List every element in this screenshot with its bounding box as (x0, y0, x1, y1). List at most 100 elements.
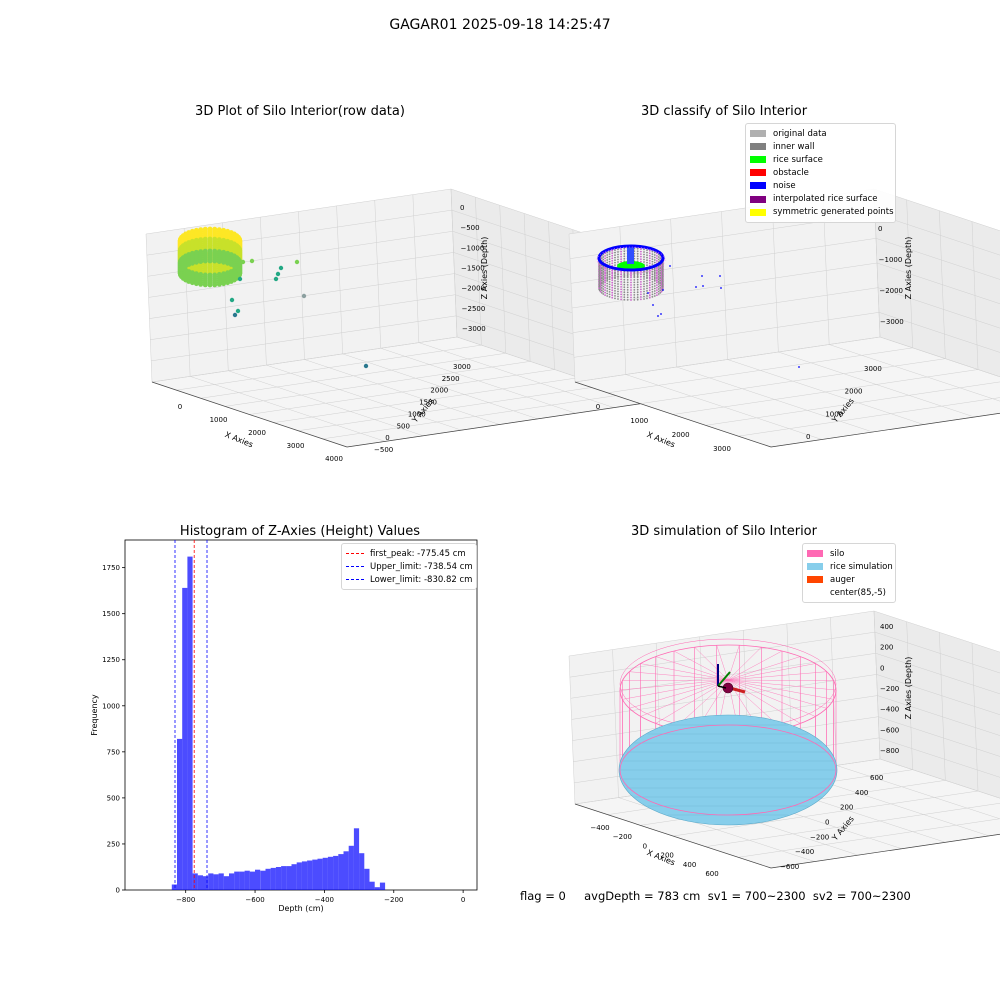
data-point (656, 294, 658, 296)
data-point (651, 250, 654, 253)
data-point (608, 260, 611, 263)
data-point (620, 278, 622, 281)
data-point (657, 271, 660, 273)
data-point (651, 283, 654, 286)
data-point (646, 261, 648, 264)
grid-line (879, 737, 1000, 778)
grid-line (548, 221, 555, 370)
silo-roof-wire (727, 671, 827, 681)
y-tick-label: −500 (374, 446, 393, 454)
data-point (608, 275, 611, 278)
noise-point (798, 366, 800, 368)
z-axis-label: Z Axies (Depth) (480, 237, 489, 300)
data-point (623, 275, 626, 278)
histogram-bar (197, 875, 203, 890)
panel-title-simulation: 3D simulation of Silo Interior (631, 524, 817, 539)
data-point (602, 285, 605, 288)
histogram-bar (244, 870, 250, 890)
grid-line (260, 217, 267, 366)
data-point (636, 247, 639, 250)
data-point (608, 281, 611, 283)
axis-arrow-y (717, 671, 731, 687)
data-point (604, 252, 606, 255)
silo-roof-wire (727, 679, 801, 724)
grid-line (877, 695, 1000, 736)
legend-item-auger: auger (807, 573, 891, 586)
histogram-bar (234, 871, 240, 890)
legend-label: inner wall (773, 141, 815, 152)
legend-label: original data (773, 128, 827, 139)
data-point (653, 285, 656, 287)
histogram-bar (192, 873, 198, 890)
data-point (636, 283, 639, 286)
data-point (620, 298, 622, 301)
data-point (620, 296, 622, 298)
grid-line (568, 655, 576, 805)
grid-line (380, 348, 576, 414)
data-point (608, 293, 611, 296)
data-point (620, 255, 622, 258)
data-point (617, 248, 619, 251)
histogram-bar (301, 861, 308, 890)
data-point (623, 281, 626, 284)
data-point (643, 280, 645, 283)
data-point (611, 296, 614, 299)
grid-line (569, 631, 875, 678)
noise-point (701, 275, 703, 277)
y-axis-label: Frequency (90, 694, 99, 736)
grid-line (879, 758, 1000, 799)
data-point (657, 288, 660, 290)
grid-line (342, 353, 538, 420)
grid-line (570, 653, 876, 699)
data-point (640, 270, 642, 273)
histogram-bar (239, 871, 245, 890)
z-tick-label: −2500 (462, 305, 486, 313)
y-tick-label: 1250 (102, 656, 120, 664)
histogram-bar (171, 884, 177, 890)
data-point (611, 249, 614, 252)
data-point (646, 254, 648, 256)
histogram-bar (369, 881, 375, 890)
z-tick-label: 200 (880, 644, 893, 652)
grid-line (873, 610, 1000, 653)
data-point (643, 258, 645, 261)
figure-title: GAGAR01 2025-09-18 14:25:47 (389, 17, 611, 33)
data-point (602, 290, 605, 293)
data-point (611, 279, 614, 282)
data-point (198, 282, 204, 287)
grid-line (672, 790, 979, 837)
z-tick-label: −600 (880, 726, 899, 734)
z-tick-label: −800 (880, 747, 899, 755)
data-point (633, 289, 636, 291)
grid-line (450, 188, 458, 338)
panel-title-raw-data: 3D Plot of Silo Interior(row data) (195, 104, 405, 119)
data-point (194, 259, 199, 265)
data-point (608, 255, 611, 258)
data-point (611, 289, 614, 292)
histogram-bar (213, 874, 219, 890)
data-point (648, 262, 651, 265)
silo-roof-wire (640, 663, 729, 681)
data-point (190, 260, 195, 266)
data-point (640, 255, 642, 258)
histogram-bar (307, 860, 313, 890)
data-point (604, 286, 606, 289)
data-point (600, 292, 603, 294)
data-point (643, 278, 645, 280)
grid-line (778, 351, 975, 418)
data-point (636, 288, 639, 291)
data-point (640, 258, 642, 260)
grid-line (568, 610, 875, 657)
x-tick-label: 3000 (287, 442, 305, 450)
z-tick-label: −200 (880, 685, 899, 693)
data-point (237, 276, 243, 282)
data-point (606, 279, 609, 281)
histogram-bar (177, 738, 183, 890)
legend-item-lower-limit: Lower_limit: -830.82 cm (346, 573, 472, 586)
histogram-bar (275, 867, 282, 890)
interpolated-rim (596, 246, 666, 274)
data-point (600, 284, 603, 287)
data-point (611, 254, 614, 257)
